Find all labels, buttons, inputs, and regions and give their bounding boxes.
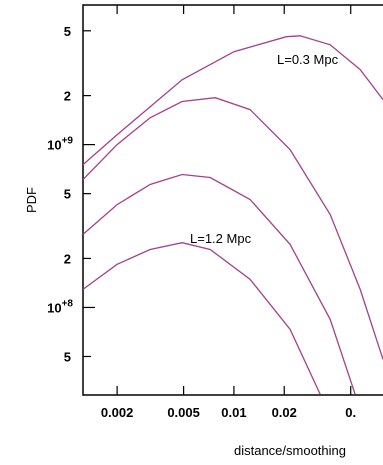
- x-axis-label: distance/smoothing: [234, 443, 346, 458]
- y-axis-label: PDF: [24, 187, 39, 213]
- x-tick-label: 0.02: [272, 405, 297, 420]
- curve: [82, 173, 356, 395]
- y-tick-label: 2: [64, 89, 71, 104]
- y-tick-label: 5: [64, 187, 71, 202]
- y-tick-exponent: +9: [62, 136, 74, 147]
- x-tick-label: 0.01: [221, 405, 246, 420]
- x-tick-label: 0.: [345, 405, 356, 420]
- plot-frame: [82, 4, 383, 396]
- y-tick-label: 2: [64, 251, 71, 266]
- x-tick-label: 0.002: [101, 405, 134, 420]
- y-tick-exponent: +8: [62, 298, 74, 309]
- y-tick-label: 5: [64, 349, 71, 364]
- y-tick-base: 10: [47, 300, 61, 315]
- x-tick-label: 0.005: [167, 405, 200, 420]
- annotation: L=1.2 Mpc: [190, 231, 252, 246]
- annotation: L=0.3 Mpc: [277, 52, 339, 67]
- y-tick-label: 10+9: [47, 136, 73, 153]
- y-tick-label: 10+8: [47, 298, 73, 315]
- curve: [82, 242, 321, 395]
- curve: [82, 97, 383, 360]
- y-tick-label: 5: [64, 24, 71, 39]
- y-tick-base: 10: [47, 138, 61, 153]
- curve: [82, 35, 383, 166]
